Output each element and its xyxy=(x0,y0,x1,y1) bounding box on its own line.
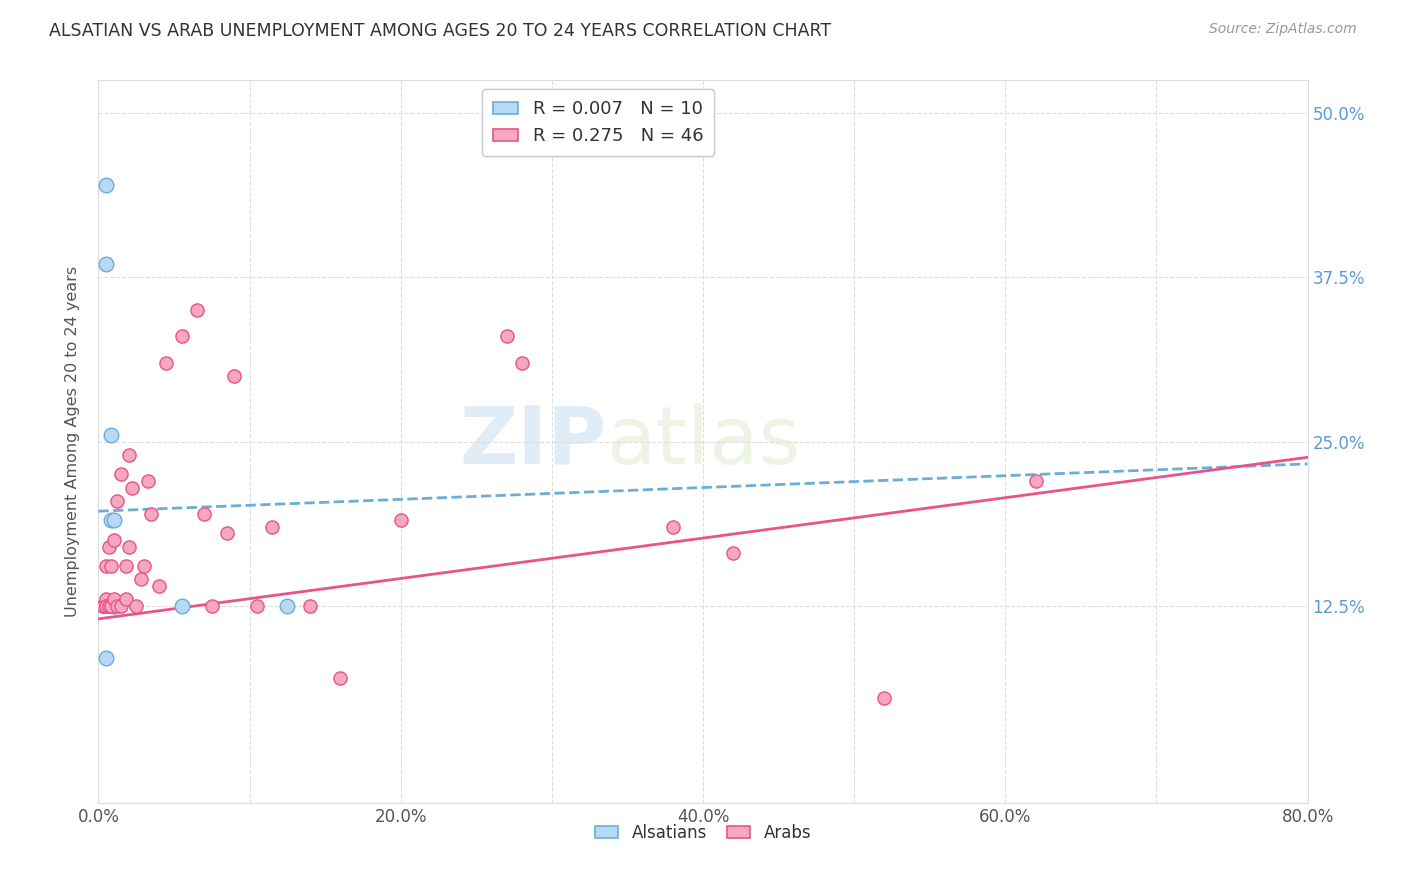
Point xyxy=(510,356,533,370)
Point xyxy=(94,592,117,607)
Point xyxy=(103,592,125,607)
Point xyxy=(262,520,284,534)
Point xyxy=(118,540,141,554)
Point xyxy=(129,573,152,587)
Point xyxy=(125,599,148,613)
Point xyxy=(118,448,141,462)
Point xyxy=(114,592,136,607)
Y-axis label: Unemployment Among Ages 20 to 24 years: Unemployment Among Ages 20 to 24 years xyxy=(65,266,80,617)
Point xyxy=(103,533,125,547)
Point xyxy=(94,599,117,613)
Point xyxy=(94,257,117,271)
Point xyxy=(141,507,163,521)
Point xyxy=(193,507,215,521)
Point xyxy=(246,599,269,613)
Point xyxy=(114,559,136,574)
Point xyxy=(91,599,114,613)
Point xyxy=(100,428,122,442)
Point xyxy=(110,467,132,482)
Point xyxy=(103,599,125,613)
Legend: Alsatians, Arabs: Alsatians, Arabs xyxy=(588,817,818,848)
Point xyxy=(132,559,155,574)
Point xyxy=(170,329,193,343)
Point xyxy=(105,493,128,508)
Point xyxy=(121,481,143,495)
Point xyxy=(215,526,238,541)
Point xyxy=(136,474,159,488)
Point xyxy=(110,599,132,613)
Point xyxy=(94,651,117,665)
Text: Source: ZipAtlas.com: Source: ZipAtlas.com xyxy=(1209,22,1357,37)
Point xyxy=(103,513,125,527)
Point xyxy=(100,599,122,613)
Point xyxy=(148,579,170,593)
Point xyxy=(94,599,117,613)
Point xyxy=(94,559,117,574)
Point xyxy=(98,599,121,613)
Point xyxy=(329,671,352,685)
Point xyxy=(201,599,224,613)
Point xyxy=(105,599,128,613)
Text: ZIP: ZIP xyxy=(458,402,606,481)
Point xyxy=(495,329,517,343)
Point xyxy=(1024,474,1046,488)
Point xyxy=(91,599,114,613)
Point xyxy=(91,599,114,613)
Point xyxy=(186,303,208,318)
Point xyxy=(155,356,177,370)
Point xyxy=(170,599,193,613)
Text: atlas: atlas xyxy=(606,402,800,481)
Point xyxy=(94,178,117,193)
Point xyxy=(100,513,122,527)
Point xyxy=(98,540,121,554)
Point xyxy=(100,559,122,574)
Point xyxy=(224,368,246,383)
Point xyxy=(103,599,125,613)
Text: ALSATIAN VS ARAB UNEMPLOYMENT AMONG AGES 20 TO 24 YEARS CORRELATION CHART: ALSATIAN VS ARAB UNEMPLOYMENT AMONG AGES… xyxy=(49,22,831,40)
Point xyxy=(299,599,322,613)
Point xyxy=(661,520,683,534)
Point xyxy=(389,513,412,527)
Point xyxy=(873,690,896,705)
Point xyxy=(723,546,745,560)
Point xyxy=(276,599,298,613)
